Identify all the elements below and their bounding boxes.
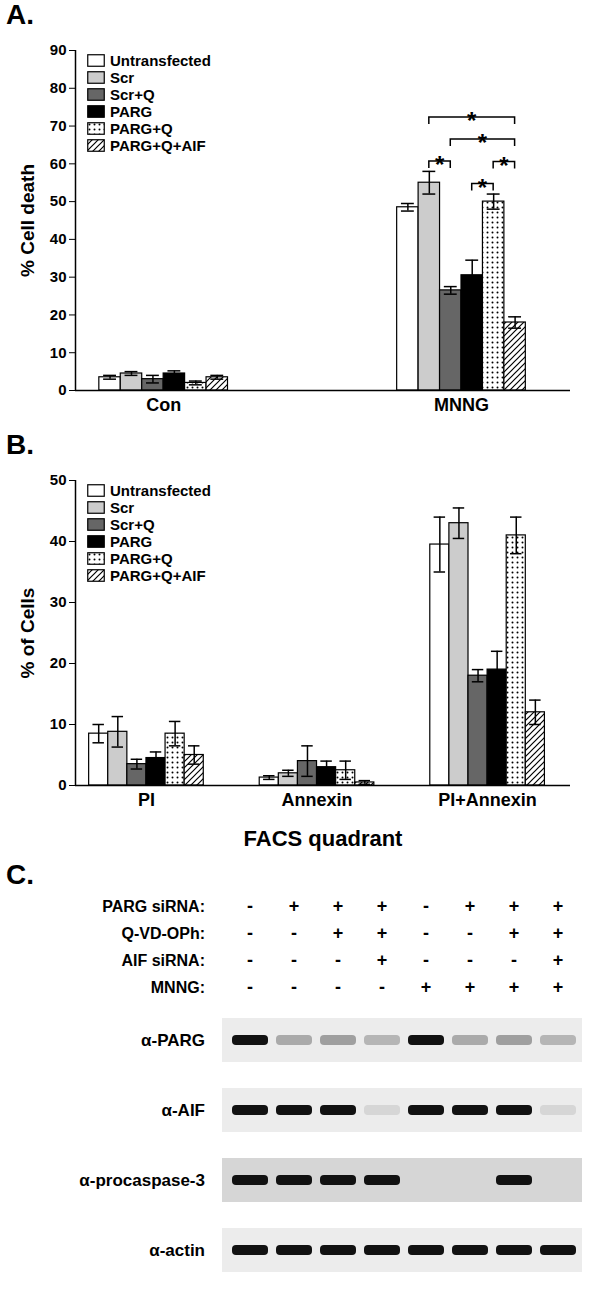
svg-text:PI+Annexin: PI+Annexin — [438, 790, 537, 810]
svg-text:20: 20 — [50, 306, 67, 323]
svg-text:+: + — [333, 923, 344, 943]
html-text:Untransfected: Untransfected — [110, 52, 211, 69]
svg-text:+: + — [465, 977, 476, 997]
svg-text:+: + — [509, 896, 520, 916]
svg-text:PARG siRNA:: PARG siRNA: — [102, 898, 205, 915]
svg-text:+: + — [509, 977, 520, 997]
svg-text:+: + — [509, 923, 520, 943]
svg-text:PI: PI — [138, 790, 155, 810]
svg-text:MNNG: MNNG — [434, 395, 489, 415]
svg-text:AIF siRNA:: AIF siRNA: — [121, 952, 205, 969]
svg-text:10: 10 — [50, 344, 67, 361]
svg-text:FACS quadrant: FACS quadrant — [244, 826, 404, 851]
svg-text:MNNG:: MNNG: — [151, 979, 205, 996]
html-text:C.: C. — [6, 859, 34, 890]
svg-text:+: + — [377, 923, 388, 943]
svg-text:50: 50 — [50, 192, 67, 209]
svg-text:-: - — [467, 923, 473, 943]
svg-text:*: * — [478, 129, 488, 156]
html-text:PARG: PARG — [110, 103, 153, 120]
svg-text:30: 30 — [50, 593, 67, 610]
svg-text:20: 20 — [50, 654, 67, 671]
svg-text:+: + — [289, 896, 300, 916]
svg-text:*: * — [435, 151, 445, 178]
svg-text:-: - — [467, 950, 473, 970]
svg-text:α-AIF: α-AIF — [162, 1101, 206, 1120]
svg-text:-: - — [291, 977, 297, 997]
svg-text:-: - — [423, 923, 429, 943]
svg-text:% Cell death: % Cell death — [17, 164, 38, 277]
svg-text:+: + — [553, 950, 564, 970]
svg-text:+: + — [465, 896, 476, 916]
svg-text:-: - — [423, 950, 429, 970]
svg-text:10: 10 — [50, 715, 67, 732]
svg-text:% of Cells: % of Cells — [17, 588, 38, 679]
svg-text:+: + — [553, 977, 564, 997]
html-text:B.: B. — [6, 429, 34, 460]
svg-text:+: + — [333, 896, 344, 916]
svg-text:-: - — [335, 950, 341, 970]
html-text:PARG+Q: PARG+Q — [110, 550, 173, 567]
svg-text:*: * — [499, 152, 509, 179]
svg-text:+: + — [377, 896, 388, 916]
svg-text:50: 50 — [50, 471, 67, 488]
svg-text:-: - — [247, 977, 253, 997]
svg-text:-: - — [379, 977, 385, 997]
svg-text:-: - — [335, 977, 341, 997]
svg-text:0: 0 — [58, 381, 66, 398]
svg-text:+: + — [421, 977, 432, 997]
html-text:Untransfected: Untransfected — [110, 482, 211, 499]
html-text:Scr+Q: Scr+Q — [110, 516, 155, 533]
svg-text:-: - — [247, 950, 253, 970]
html-text:Scr: Scr — [110, 499, 135, 516]
svg-text:40: 40 — [50, 532, 67, 549]
svg-text:-: - — [291, 950, 297, 970]
html-text:A.: A. — [6, 0, 34, 30]
svg-text:*: * — [467, 107, 477, 134]
svg-text:-: - — [291, 923, 297, 943]
html-text:Scr+Q: Scr+Q — [110, 86, 155, 103]
svg-text:-: - — [247, 923, 253, 943]
svg-text:-: - — [511, 950, 517, 970]
html-text:Scr: Scr — [110, 69, 135, 86]
svg-text:0: 0 — [58, 776, 66, 793]
svg-text:Annexin: Annexin — [282, 790, 353, 810]
svg-text:-: - — [247, 896, 253, 916]
svg-text:+: + — [553, 896, 564, 916]
svg-text:-: - — [423, 896, 429, 916]
svg-text:80: 80 — [50, 79, 67, 96]
svg-text:+: + — [553, 923, 564, 943]
svg-text:30: 30 — [50, 268, 67, 285]
svg-text:α-procaspase-3: α-procaspase-3 — [79, 1171, 205, 1190]
svg-text:+: + — [377, 950, 388, 970]
svg-text:60: 60 — [50, 155, 67, 172]
svg-text:*: * — [478, 174, 488, 201]
svg-text:90: 90 — [50, 41, 67, 58]
html-text:PARG+Q+AIF: PARG+Q+AIF — [110, 137, 206, 154]
svg-text:α-actin: α-actin — [149, 1241, 205, 1260]
svg-text:Con: Con — [146, 395, 181, 415]
svg-text:40: 40 — [50, 230, 67, 247]
html-text:PARG: PARG — [110, 533, 153, 550]
html-text:PARG+Q+AIF: PARG+Q+AIF — [110, 567, 206, 584]
svg-text:Q-VD-OPh:: Q-VD-OPh: — [121, 925, 205, 942]
html-text:PARG+Q: PARG+Q — [110, 120, 173, 137]
svg-text:70: 70 — [50, 117, 67, 134]
svg-text:α-PARG: α-PARG — [141, 1031, 205, 1050]
